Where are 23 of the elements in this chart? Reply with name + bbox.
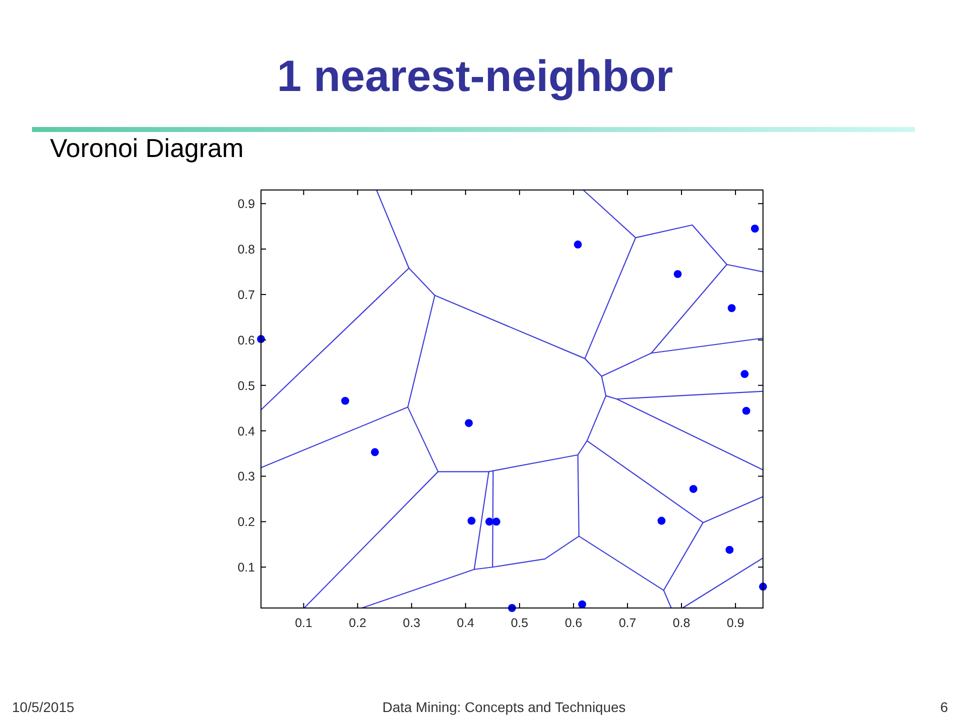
text: 6 (940, 699, 948, 715)
x-tick-label: 0.3 (402, 616, 420, 630)
x-tick-label: 0.4 (456, 616, 474, 630)
chart-title: 1 nearest-neighbor (276, 52, 674, 101)
x-tick-label: 0.1 (294, 616, 312, 630)
y-tick-label: 0.1 (238, 560, 256, 575)
y-tick-label: 0.4 (238, 424, 256, 438)
y-tick-label: 0.2 (238, 515, 256, 530)
x-tick-label: 0.5 (510, 616, 528, 630)
x-tick-label: 0.9 (726, 616, 744, 630)
x-tick-label: 0.6 (564, 616, 582, 630)
text: 10/5/2015 (12, 699, 74, 715)
y-tick-label: 0.3 (238, 470, 256, 484)
x-tick-label: 0.2 (348, 616, 366, 630)
y-tick-label: 0.9 (238, 197, 256, 212)
y-tick-label: 0.8 (238, 242, 256, 257)
y-tick-label: 0.5 (238, 378, 256, 393)
text: Data Mining: Concepts and Techniques (382, 699, 626, 715)
x-tick-label: 0.8 (672, 616, 690, 630)
x-tick-label: 0.7 (618, 616, 636, 630)
y-tick-label: 0.7 (238, 288, 256, 302)
y-tick-label: 0.6 (238, 333, 256, 348)
chart-subtitle: Voronoi Diagram (50, 133, 244, 163)
